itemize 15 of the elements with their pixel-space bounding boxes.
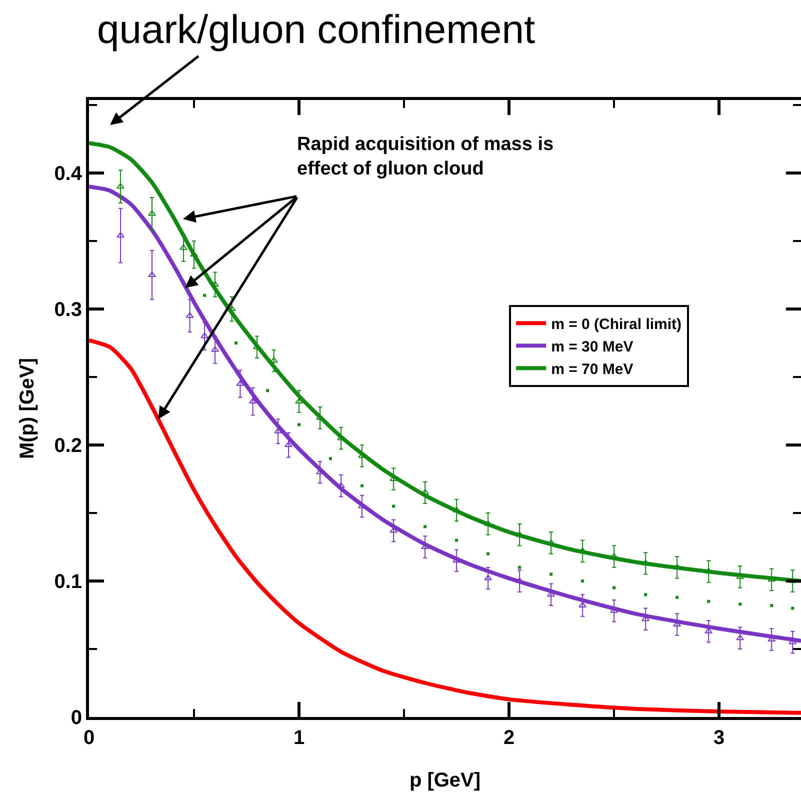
x-tick-label: 2 (503, 727, 515, 749)
legend-label: m = 30 MeV (551, 338, 634, 356)
legend-label: m = 70 MeV (551, 360, 634, 378)
y-tick-label: 0 (70, 707, 82, 729)
y-tick-label: 0.1 (54, 571, 82, 594)
y-tick-label: 0.3 (54, 299, 82, 322)
y-axis-title: M(p) [GeV] (16, 358, 39, 460)
x-tick-label: 1 (293, 727, 305, 749)
text: quark/gluon confinement (97, 8, 536, 52)
y-tick-label: 0.4 (54, 163, 83, 186)
x-tick-label: 3 (714, 727, 725, 749)
y-tick-label: 0.2 (54, 435, 82, 458)
x-axis-title: p [GeV] (409, 770, 481, 792)
annotation: Rapid acquisition of mass is effect of gluon cloud (297, 134, 554, 180)
legend-label: m = 0 (Chiral limit) (551, 316, 682, 333)
